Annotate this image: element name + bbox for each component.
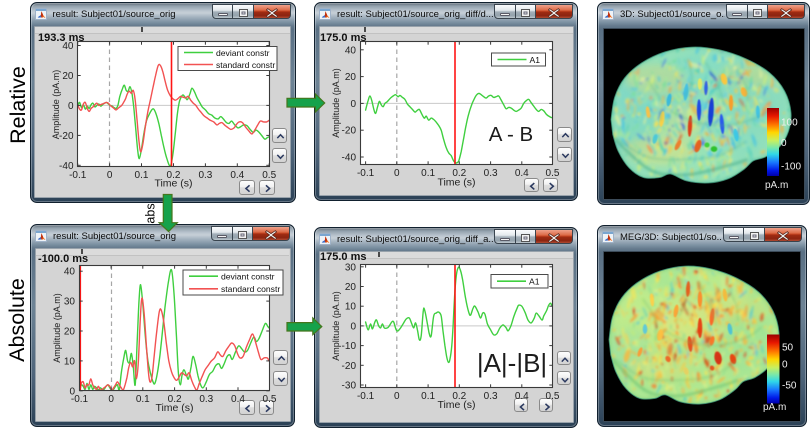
svg-text:abs: abs <box>144 203 158 223</box>
svg-text:Absolute: Absolute <box>5 278 29 362</box>
svg-text:Relative: Relative <box>6 66 30 144</box>
